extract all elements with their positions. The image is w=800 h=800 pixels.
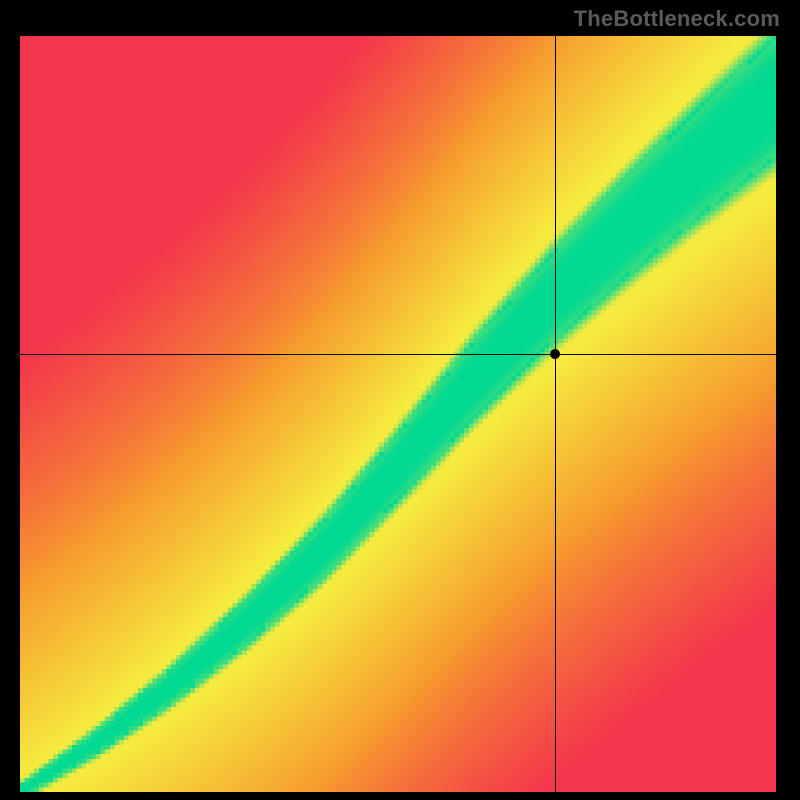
heatmap-plot-area (20, 36, 776, 792)
bottleneck-heatmap-canvas (20, 36, 776, 792)
watermark-text: TheBottleneck.com (574, 6, 780, 32)
